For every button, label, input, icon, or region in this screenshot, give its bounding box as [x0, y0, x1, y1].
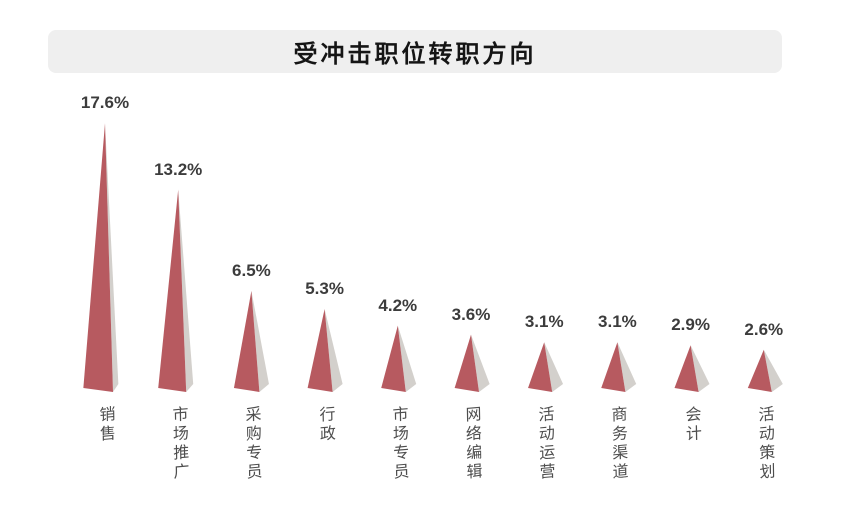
value-label: 13.2%	[154, 159, 203, 179]
value-label: 3.1%	[598, 312, 637, 332]
cone-side-face	[471, 334, 490, 392]
cone	[83, 123, 119, 393]
cone	[528, 342, 564, 392]
cone-front-face	[747, 349, 772, 392]
category-label: 活动策划	[755, 405, 774, 483]
cone	[233, 290, 269, 392]
cone	[601, 342, 637, 392]
value-label: 2.9%	[671, 315, 710, 335]
cone-front-face	[83, 123, 113, 393]
cone-side-face	[105, 123, 119, 393]
category-label: 活动运营	[535, 405, 554, 483]
cone	[747, 349, 783, 392]
category-label: 网络编辑	[462, 405, 481, 483]
cone	[381, 325, 417, 392]
cone-front-face	[233, 290, 260, 392]
cone-side-face	[617, 342, 637, 392]
cone-side-face	[397, 325, 417, 392]
value-label: 4.2%	[378, 295, 418, 315]
cone-side-face	[324, 308, 343, 392]
category-label: 市场推广	[169, 405, 188, 483]
category-label: 市场专员	[389, 405, 408, 483]
cone	[454, 334, 490, 392]
category-label: 商务渠道	[608, 405, 628, 483]
cone-side-face	[544, 342, 564, 392]
cone-side-face	[251, 290, 269, 392]
category-label: 采购专员	[242, 405, 262, 483]
value-label: 17.6%	[80, 93, 130, 113]
value-label: 3.6%	[451, 304, 491, 324]
value-label: 5.3%	[305, 278, 344, 298]
chart-title: 受冲击职位转职方向	[293, 41, 537, 68]
value-label: 3.1%	[524, 312, 564, 332]
category-label: 行政	[316, 405, 334, 445]
category-label: 会计	[682, 405, 700, 445]
cone-front-face	[158, 189, 187, 392]
cone-front-face	[307, 308, 333, 392]
value-label: 6.5%	[232, 260, 271, 280]
cone-front-face	[454, 334, 479, 392]
cone-front-face	[674, 345, 699, 392]
cone	[307, 308, 343, 392]
value-label: 2.6%	[744, 319, 784, 339]
cone-front-face	[528, 342, 553, 392]
cone-front-face	[601, 342, 626, 392]
cone-front-face	[381, 325, 406, 392]
category-label: 销售	[96, 405, 115, 445]
cone-side-face	[178, 189, 194, 392]
cone-side-face	[690, 345, 710, 392]
cone	[674, 345, 710, 392]
title-banner: 受冲击职位转职方向	[48, 30, 782, 73]
cone	[158, 189, 194, 392]
cone-side-face	[763, 349, 783, 392]
